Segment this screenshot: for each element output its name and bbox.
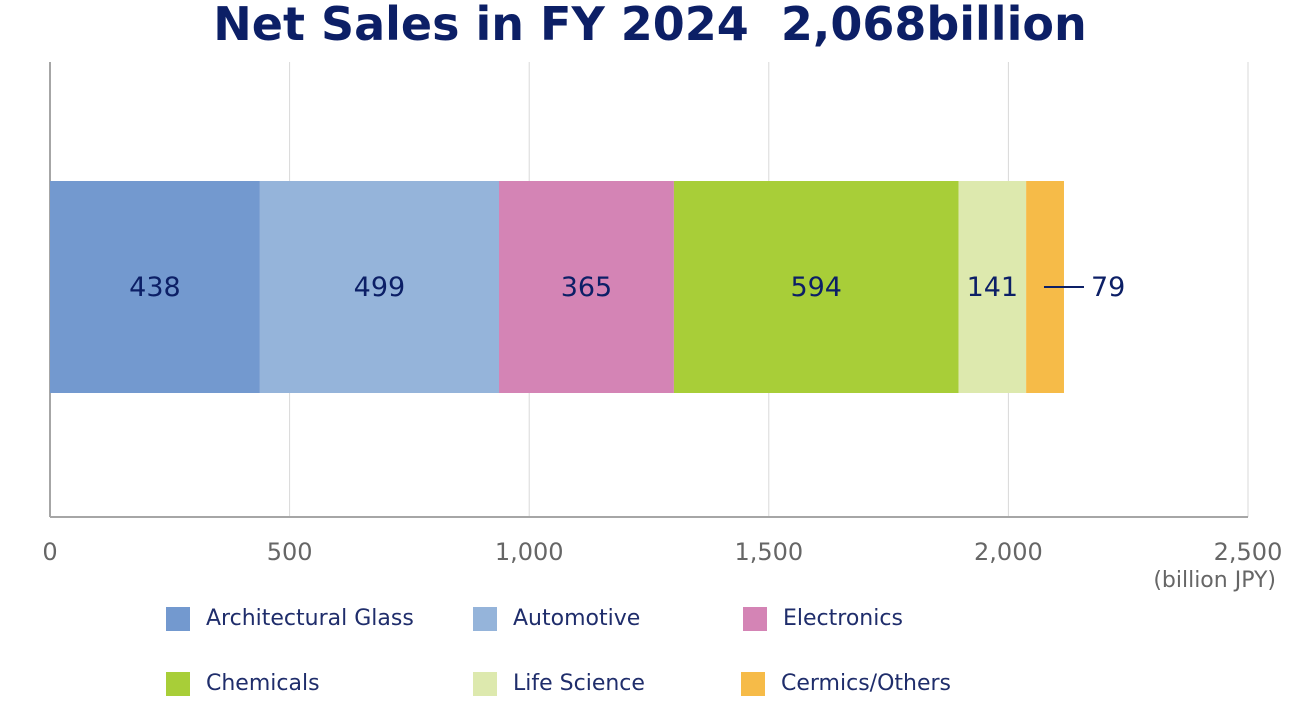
x-axis-unit-label: (billion JPY) [1153,568,1276,593]
data-label-electronics: 365 [561,272,613,303]
bar-segment-architectural-glass [50,181,260,393]
data-label-cermics-others: 79 [1091,272,1125,303]
bar-segment-life-science [958,181,1027,393]
data-label-automotive: 499 [354,272,406,303]
x-tick-label: 2,000 [974,538,1043,566]
bar-segment-automotive [259,181,500,393]
x-tick-label: 500 [267,538,313,566]
data-label-architectural-glass: 438 [129,272,181,303]
x-tick-label: 2,500 [1214,538,1283,566]
x-tick-label: 1,000 [495,538,564,566]
chart-title: Net Sales in FY 2024 2,068billion [213,0,1087,51]
x-tick-label: 0 [42,538,57,566]
data-label-chemicals: 594 [790,272,842,303]
bar-segment-chemicals [673,181,959,393]
x-tick-label: 1,500 [734,538,803,566]
bar-segment-electronics [499,181,674,393]
data-label-life-science: 141 [967,272,1019,303]
